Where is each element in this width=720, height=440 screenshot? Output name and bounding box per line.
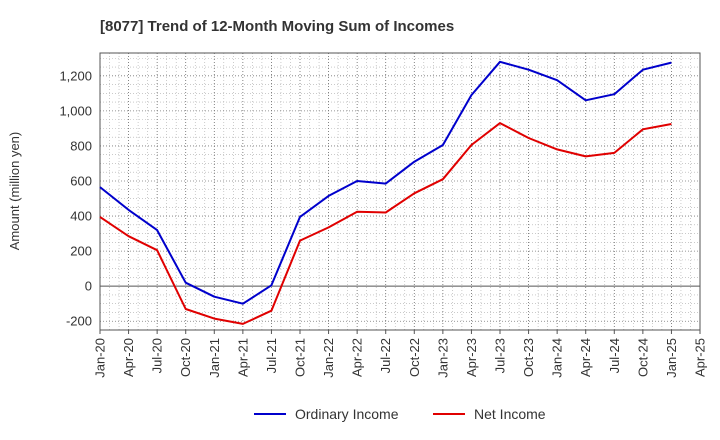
x-tick-label: Jan-23: [435, 338, 450, 378]
x-tick-label: Apr-25: [693, 338, 708, 377]
y-tick-label: 0: [85, 279, 92, 294]
legend-label-net-income: Net Income: [474, 406, 546, 422]
x-tick-label: Jan-21: [207, 338, 222, 378]
x-tick-label: Jul-20: [150, 338, 165, 373]
x-tick-label: Apr-20: [121, 338, 136, 377]
legend: Ordinary Income Net Income: [254, 406, 546, 422]
y-axis-label: Amount (million yen): [7, 132, 22, 251]
y-tick-label: 1,000: [59, 103, 92, 118]
x-tick-label: Apr-24: [578, 338, 593, 377]
y-tick-label: 1,200: [59, 68, 92, 83]
x-tick-label: Jan-25: [664, 338, 679, 378]
axis-layer: -200 0 200 400 600 800 1,000 1,200 Jan-20 Apr-20 J…: [59, 52, 708, 378]
x-tick-label: Jul-21: [264, 338, 279, 373]
x-tick-label: Oct-20: [178, 338, 193, 377]
series-layer: [99, 60, 672, 325]
x-tick-label: Jul-24: [607, 338, 622, 373]
x-tick-label: Oct-22: [407, 338, 422, 377]
legend-label-ordinary-income: Ordinary Income: [295, 406, 399, 422]
y-tick-label: -200: [66, 314, 92, 329]
y-tick-label: 800: [70, 138, 92, 153]
grid-layer: [100, 53, 700, 331]
x-tick-label: Apr-22: [350, 338, 365, 377]
x-tick-label: Oct-21: [293, 338, 308, 377]
x-tick-label: Apr-21: [235, 338, 250, 377]
y-tick-label: 200: [70, 244, 92, 259]
x-tick-label: Jan-22: [321, 338, 336, 378]
x-tick-label: Jan-20: [93, 338, 108, 378]
x-tick-label: Oct-24: [635, 338, 650, 377]
x-tick-label: Oct-23: [521, 338, 536, 377]
y-tick-label: 600: [70, 173, 92, 188]
x-tick-label: Jan-24: [550, 338, 565, 378]
series-line-ordinary-income: [99, 60, 672, 305]
series-line-net-income: [99, 122, 672, 325]
x-tick-label: Apr-23: [464, 338, 479, 377]
y-tick-label: 400: [70, 209, 92, 224]
x-tick-label: Jul-23: [493, 338, 508, 373]
x-tick-label: Jul-22: [378, 338, 393, 373]
chart-title: [8077] Trend of 12-Month Moving Sum of I…: [100, 18, 454, 35]
plot-area-frame: [99, 52, 701, 331]
